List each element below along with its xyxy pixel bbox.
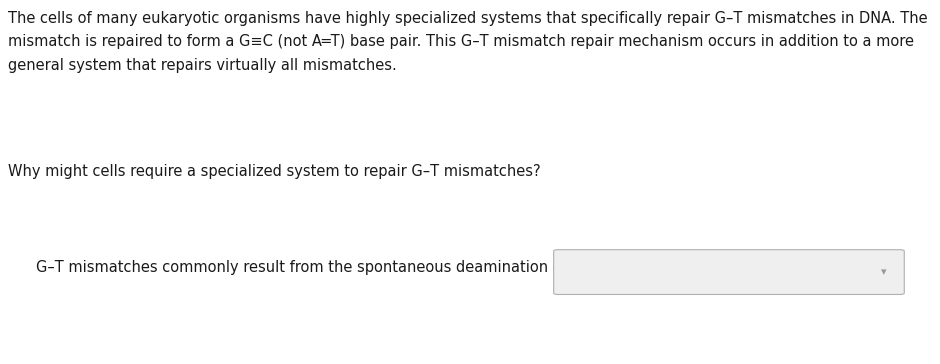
Text: G–T mismatches commonly result from the spontaneous deamination of: G–T mismatches commonly result from the … [36,260,567,275]
Text: Why might cells require a specialized system to repair G–T mismatches?: Why might cells require a specialized sy… [8,164,540,179]
Text: ▾: ▾ [881,267,886,277]
FancyBboxPatch shape [554,250,904,294]
Text: The cells of many eukaryotic organisms have highly specialized systems that spec: The cells of many eukaryotic organisms h… [8,11,927,73]
